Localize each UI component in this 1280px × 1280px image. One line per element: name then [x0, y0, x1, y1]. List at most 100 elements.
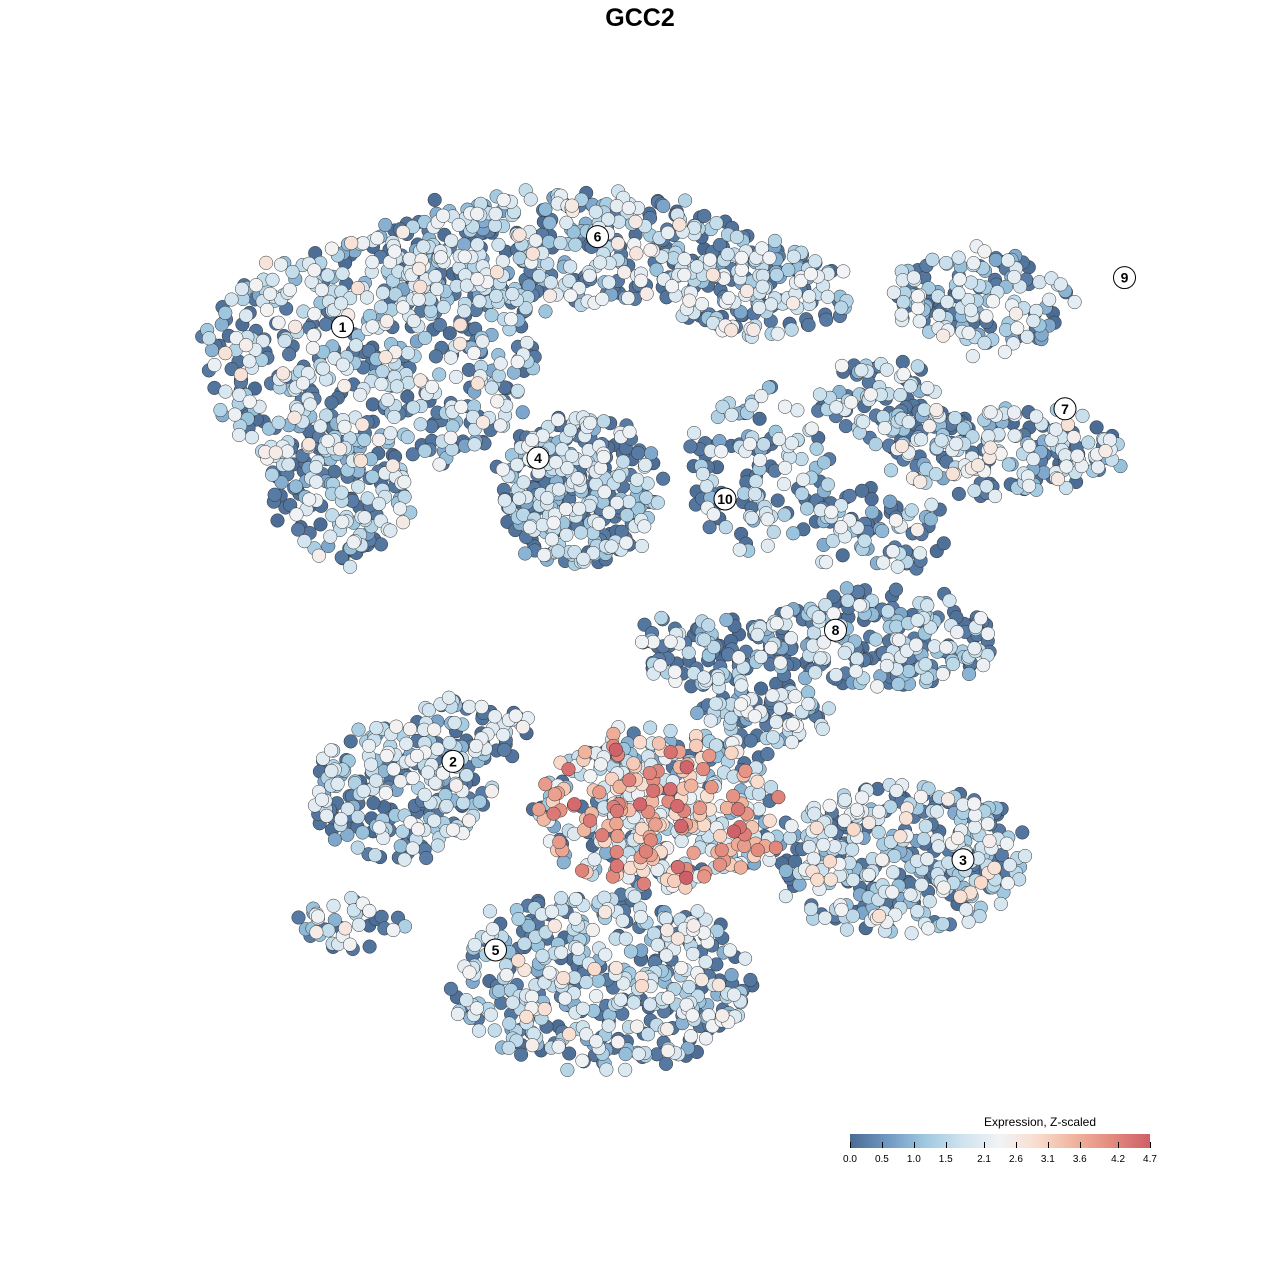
data-point: [591, 516, 606, 531]
data-point: [818, 910, 833, 925]
legend-title: Expression, Z-scaled: [983, 1115, 1097, 1129]
data-point: [703, 713, 718, 728]
data-point: [844, 395, 859, 410]
data-point: [886, 865, 901, 880]
data-point: [661, 990, 676, 1005]
data-point: [450, 1006, 465, 1022]
data-point: [663, 723, 678, 738]
data-point: [277, 333, 292, 349]
data-point: [636, 876, 651, 891]
data-point: [1007, 270, 1022, 285]
cluster-label-bg: [951, 848, 975, 872]
data-point: [709, 738, 724, 753]
cluster-label-bg: [441, 749, 465, 773]
data-point: [371, 496, 387, 511]
data-point: [677, 267, 692, 282]
data-point: [631, 1046, 646, 1061]
data-point: [928, 467, 944, 482]
data-point: [977, 244, 992, 259]
data-point: [778, 460, 793, 475]
data-point: [854, 363, 869, 378]
data-point: [445, 822, 461, 837]
data-point: [385, 458, 400, 473]
data-point: [779, 605, 794, 620]
data-point: [697, 208, 712, 223]
data-point: [525, 1038, 540, 1053]
data-point: [365, 255, 380, 270]
data-point: [1007, 405, 1022, 420]
data-point: [706, 640, 721, 655]
data-point: [504, 312, 519, 327]
data-point: [320, 433, 335, 448]
data-point: [952, 272, 967, 287]
data-point: [659, 948, 674, 963]
data-point: [755, 279, 770, 294]
data-point: [387, 244, 402, 259]
cluster-label-text: 6: [594, 229, 602, 245]
data-point: [224, 292, 239, 307]
data-point: [383, 426, 398, 441]
data-point: [244, 430, 259, 445]
data-point: [870, 679, 885, 694]
data-point: [523, 192, 538, 207]
data-point: [622, 773, 637, 788]
data-point: [1010, 321, 1025, 336]
data-point: [896, 367, 911, 382]
data-point: [910, 613, 925, 628]
data-point: [466, 346, 482, 361]
data-point: [462, 965, 477, 980]
data-point: [436, 300, 451, 315]
data-point: [462, 699, 477, 714]
data-point: [918, 819, 933, 834]
data-point: [912, 546, 927, 561]
data-point: [696, 762, 711, 777]
data-point: [360, 491, 375, 506]
data-point: [330, 776, 345, 791]
data-point: [767, 233, 782, 248]
data-point: [784, 436, 799, 451]
data-point: [430, 838, 445, 853]
data-point: [980, 626, 995, 641]
data-point: [568, 911, 583, 926]
data-point: [663, 745, 678, 760]
data-point: [893, 387, 908, 403]
data-point: [606, 726, 621, 741]
cluster-label: 8: [824, 618, 847, 642]
data-point: [750, 842, 765, 858]
data-point: [459, 993, 474, 1008]
cluster-label-text: 2: [449, 753, 457, 769]
data-point: [324, 395, 339, 410]
data-point: [784, 735, 799, 750]
colorbar-tick-mark: [1015, 1142, 1017, 1148]
data-point: [754, 389, 769, 404]
data-point: [424, 379, 439, 394]
data-point: [511, 953, 526, 968]
data-point: [939, 255, 954, 271]
data-point: [295, 376, 311, 391]
data-point: [976, 658, 991, 673]
data-point: [816, 635, 831, 650]
colorbar-tick-mark: [850, 1142, 851, 1148]
data-point: [537, 1002, 552, 1017]
data-point: [288, 479, 303, 494]
data-point: [343, 559, 358, 574]
data-point: [670, 798, 685, 814]
data-point: [395, 225, 410, 240]
data-point: [877, 421, 892, 436]
data-point: [697, 632, 712, 647]
data-point: [1026, 452, 1041, 467]
data-point: [442, 735, 457, 750]
data-point: [718, 520, 733, 535]
data-point: [824, 504, 839, 519]
data-point: [956, 421, 971, 436]
data-point: [800, 501, 815, 516]
data-point: [365, 469, 380, 484]
data-point: [267, 487, 282, 502]
data-point: [834, 358, 849, 373]
data-point: [1008, 306, 1024, 321]
data-point: [1006, 336, 1021, 351]
data-point: [910, 904, 925, 919]
data-point: [980, 816, 995, 831]
data-point: [679, 997, 694, 1012]
data-point: [420, 765, 435, 780]
